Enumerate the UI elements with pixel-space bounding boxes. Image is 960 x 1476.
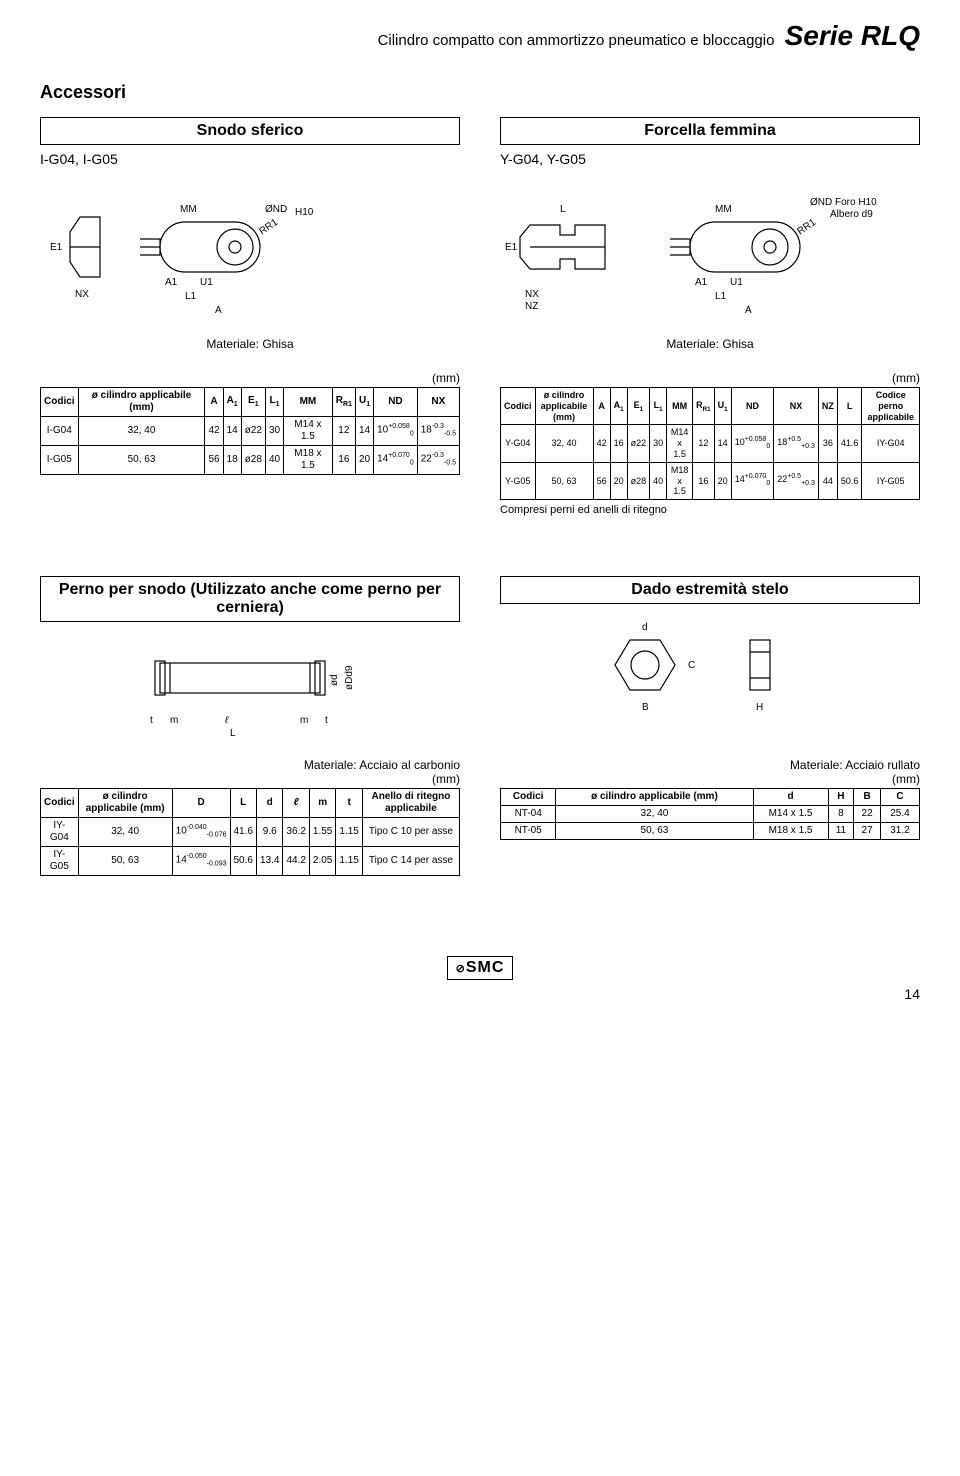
table-row: NT-05 50, 63 M18 x 1.5 11 27 31.2 <box>501 823 920 840</box>
svg-text:Albero d9: Albero d9 <box>830 209 873 220</box>
svg-text:NX: NX <box>525 289 539 300</box>
svg-text:L: L <box>560 204 566 215</box>
accessories-title: Accessori <box>40 82 920 103</box>
nut-column: Dado estremità stelo d C B H <box>500 576 920 738</box>
svg-text:t: t <box>325 715 328 726</box>
th: L1 <box>265 388 283 417</box>
knuckle-box-title: Snodo sferico <box>40 117 460 145</box>
svg-text:MM: MM <box>180 204 197 215</box>
pin-diagram: t m ℓ m t L ød øDd9 <box>40 628 460 738</box>
clevis-box-title: Forcella femmina <box>500 117 920 145</box>
page-header: Cilindro compatto con ammortizzo pneumat… <box>40 20 920 52</box>
clevis-diagram: L MM ØND Foro H10 Albero d9 RR1 E1 NX NZ… <box>500 177 920 327</box>
th: Codici <box>41 388 79 417</box>
th: U1 <box>355 388 373 417</box>
table-row: Y-G05 50, 63 56 20 ø28 40 M18 x 1.5 16 2… <box>501 462 920 499</box>
nut-table: Codici ø cilindro applicabile (mm) d H B… <box>500 788 920 840</box>
page-number: 14 <box>40 986 920 1002</box>
pin-table: Codici ø cilindro applicabile (mm) D L d… <box>40 788 460 876</box>
nut-mm: (mm) <box>500 772 920 786</box>
th: RR1 <box>332 388 355 417</box>
svg-text:NZ: NZ <box>525 301 538 312</box>
svg-text:d: d <box>642 622 648 633</box>
clevis-models: Y-G04, Y-G05 <box>500 151 920 167</box>
svg-text:A1: A1 <box>165 277 178 288</box>
knuckle-table: Codici ø cilindro applicabile (mm) A A1 … <box>40 387 460 475</box>
knuckle-column: Snodo sferico I-G04, I-G05 MM ØND H10 RR1… <box>40 117 460 371</box>
clevis-column: Forcella femmina Y-G04, Y-G05 L MM ØND F… <box>500 117 920 371</box>
svg-text:L1: L1 <box>715 291 727 302</box>
footer: ⊘SMC <box>40 956 920 980</box>
svg-text:L1: L1 <box>185 291 197 302</box>
svg-text:A1: A1 <box>695 277 708 288</box>
knuckle-material: Materiale: Ghisa <box>40 337 460 351</box>
table-row: IY-G05 50, 63 14-0.050-0.093 50.6 13.4 4… <box>41 847 460 876</box>
svg-text:H10: H10 <box>295 207 314 218</box>
svg-text:ØND Foro H10: ØND Foro H10 <box>810 197 877 208</box>
pin-material: Materiale: Acciaio al carbonio <box>40 758 460 772</box>
svg-text:A: A <box>215 305 222 316</box>
th: ø cilindro applicabile (mm) <box>78 388 205 417</box>
svg-text:E1: E1 <box>50 242 63 253</box>
svg-text:E1: E1 <box>505 242 518 253</box>
svg-text:MM: MM <box>715 204 732 215</box>
svg-text:øDd9: øDd9 <box>344 665 355 690</box>
clevis-material: Materiale: Ghisa <box>500 337 920 351</box>
knuckle-mm: (mm) <box>40 371 460 385</box>
table-row: I-G04 32, 40 42 14 ø22 30 M14 x 1.5 12 1… <box>41 417 460 446</box>
svg-text:m: m <box>170 715 178 726</box>
table-row: NT-04 32, 40 M14 x 1.5 8 22 25.4 <box>501 806 920 823</box>
series-label: Serie RLQ <box>785 20 920 51</box>
header-title: Cilindro compatto con ammortizzo pneumat… <box>378 32 775 49</box>
svg-text:ød: ød <box>329 675 340 687</box>
svg-text:A: A <box>745 305 752 316</box>
clevis-mm: (mm) <box>500 371 920 385</box>
svg-text:t: t <box>150 715 153 726</box>
nut-box-title: Dado estremità stelo <box>500 576 920 604</box>
pin-mm: (mm) <box>40 772 460 786</box>
svg-text:NX: NX <box>75 289 89 300</box>
svg-text:RR1: RR1 <box>257 217 280 238</box>
th: NX <box>417 388 459 417</box>
svg-text:m: m <box>300 715 308 726</box>
pin-column: Perno per snodo (Utilizzato anche come p… <box>40 576 460 738</box>
th: A <box>205 388 223 417</box>
th: ND <box>374 388 418 417</box>
nut-material: Materiale: Acciaio rullato <box>500 758 920 772</box>
smc-logo: ⊘SMC <box>447 956 514 980</box>
svg-text:U1: U1 <box>200 277 213 288</box>
th: A1 <box>223 388 241 417</box>
table-row: IY-G04 32, 40 10-0.040-0.076 41.6 9.6 36… <box>41 818 460 847</box>
svg-text:L: L <box>230 728 236 738</box>
th: MM <box>284 388 333 417</box>
clevis-table: Codici ø cilindro applicabile (mm) A A1 … <box>500 387 920 500</box>
knuckle-models: I-G04, I-G05 <box>40 151 460 167</box>
svg-text:H: H <box>756 702 763 713</box>
svg-text:U1: U1 <box>730 277 743 288</box>
svg-text:ØND: ØND <box>265 204 287 215</box>
svg-text:B: B <box>642 702 649 713</box>
table-row: I-G05 50, 63 56 18 ø28 40 M18 x 1.5 16 2… <box>41 446 460 475</box>
clevis-footnote: Compresi perni ed anelli di ritegno <box>500 504 920 516</box>
svg-text:ℓ: ℓ <box>224 715 229 726</box>
knuckle-diagram: MM ØND H10 RR1 E1 NX A1 U1 L1 A <box>40 177 460 327</box>
table-row: Y-G04 32, 40 42 16 ø22 30 M14 x 1.5 12 1… <box>501 425 920 462</box>
pin-box-title: Perno per snodo (Utilizzato anche come p… <box>40 576 460 622</box>
svg-text:RR1: RR1 <box>795 217 818 238</box>
nut-diagram: d C B H <box>500 610 920 720</box>
th: E1 <box>241 388 265 417</box>
svg-text:C: C <box>688 660 695 671</box>
